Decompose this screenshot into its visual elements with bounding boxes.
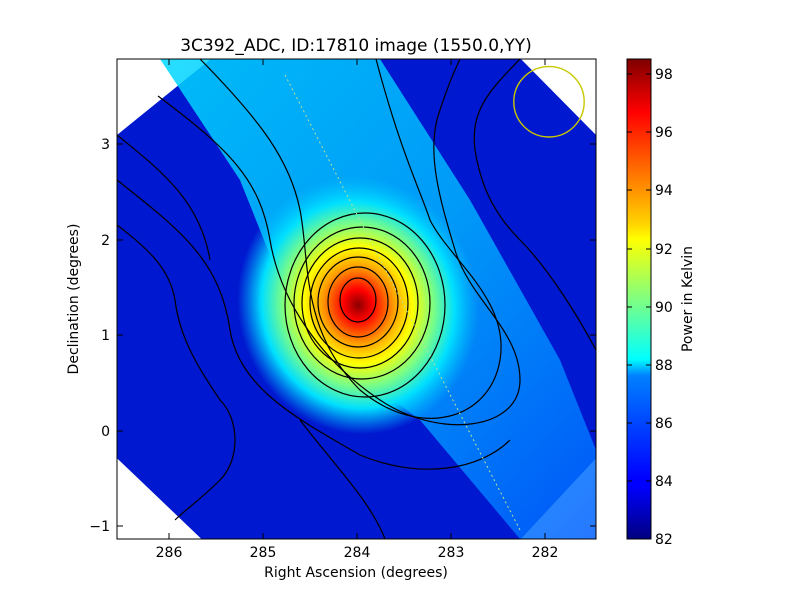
y-tick: 3 [101,137,596,153]
contour-line [473,59,596,351]
colorbar-tick-label: 82 [655,532,673,548]
contour-line [117,224,236,521]
contour-line [157,59,521,426]
y-tick: −1 [89,519,596,535]
colorbar-tick: 90 [627,300,673,316]
y-tick: 0 [101,424,596,440]
colorbar-tick-label: 86 [655,416,673,432]
y-tick-label: 1 [101,328,110,344]
colorbar-tick-label: 88 [655,358,673,374]
colorbar-tick: 86 [627,416,673,432]
contour-line [327,266,389,338]
x-tick: 284 [344,59,371,561]
contour-line [339,277,377,323]
contour-line [117,134,211,261]
y-tick-label: 2 [101,233,110,249]
contour-line [284,212,446,398]
colorbar-tick-label: 98 [655,67,673,83]
y-tick-label: −1 [89,519,110,535]
plot-area [117,59,596,539]
colorbar-tick-label: 84 [655,474,673,490]
x-axis: 286 285 284 283 282 Right Ascension (deg… [156,59,559,581]
colorbar-tick: 94 [627,183,673,199]
colorbar-tick: 98 [627,67,673,83]
contour-line [293,226,431,380]
x-tick-label: 286 [156,545,183,561]
contour-line [317,256,399,348]
x-tick-label: 283 [438,545,465,561]
colorbar-tick-label: 94 [655,183,673,199]
contour-line [199,59,502,419]
x-axis-label: Right Ascension (degrees) [264,565,448,581]
scan-path [284,74,521,531]
colorbar-tick: 88 [627,358,673,374]
y-axis: −1 0 1 2 3 Declination (degrees) [66,137,596,535]
beam-circle [513,65,585,138]
colorbar-tick: 96 [627,125,673,141]
colorbar-tick: 84 [627,474,673,490]
colorbar-tick-label: 90 [655,300,673,316]
contour-lines [117,59,596,539]
colorbar-tick: 92 [627,242,673,258]
colorbar-tick-label: 92 [655,242,673,258]
x-tick-label: 282 [532,545,559,561]
colorbar: 82 84 86 88 90 92 94 96 98 Power in Kelv… [626,58,696,548]
chart-title: 3C392_ADC, ID:17810 image (1550.0,YY) [180,36,532,56]
contour-line [299,419,386,539]
colorbar-gradient [626,58,652,540]
y-tick: 2 [101,233,596,249]
x-tick: 286 [156,59,183,561]
x-tick: 285 [250,59,277,561]
x-tick-label: 285 [250,545,277,561]
y-axis-label: Declination (degrees) [66,224,82,375]
x-tick: 283 [438,59,465,561]
contour-line [301,237,419,369]
y-tick: 1 [101,328,596,344]
x-tick: 282 [532,59,559,561]
colorbar-tick: 82 [627,532,673,548]
colorbar-tick-label: 96 [655,125,673,141]
x-tick-label: 284 [344,545,371,561]
contour-line [309,247,409,359]
y-tick-label: 3 [101,137,110,153]
contour-line [117,179,511,470]
colorbar-label: Power in Kelvin [680,246,696,352]
emission-blob [237,175,479,435]
y-tick-label: 0 [101,424,110,440]
